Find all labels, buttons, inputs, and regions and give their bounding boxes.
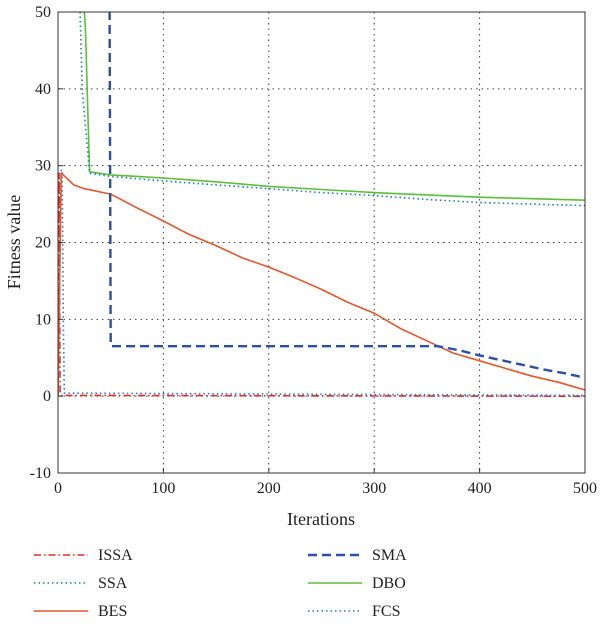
x-tick-label: 100 xyxy=(151,480,175,497)
y-tick-label: -10 xyxy=(30,465,51,482)
legend-item-sma: SMA xyxy=(308,547,407,564)
legend-item-issa: ISSA xyxy=(34,547,133,564)
x-tick-label: 0 xyxy=(54,480,62,497)
x-tick-label: 200 xyxy=(257,480,281,497)
y-tick-label: 30 xyxy=(35,158,51,175)
y-tick-label: 50 xyxy=(35,4,51,21)
legend: ISSA SSA BES SMA DBO FCS xyxy=(34,547,407,620)
legend-label: BES xyxy=(98,603,127,620)
legend-item-ssa: SSA xyxy=(34,575,128,592)
legend-item-bes: BES xyxy=(34,603,127,620)
series-line-sma xyxy=(108,12,585,379)
plot-frame xyxy=(57,11,586,474)
series-line-fcs xyxy=(79,12,585,207)
series-lines xyxy=(58,12,585,398)
legend-item-dbo: DBO xyxy=(308,575,406,592)
series-line-issa xyxy=(58,172,585,398)
legend-label: SMA xyxy=(372,547,407,564)
y-tick-label: 0 xyxy=(43,388,51,405)
x-tick-label: 300 xyxy=(362,480,386,497)
legend-label: FCS xyxy=(372,603,400,620)
legend-label: DBO xyxy=(372,575,406,592)
series-line-dbo xyxy=(83,12,585,201)
legend-label: SSA xyxy=(98,575,128,592)
legend-label: ISSA xyxy=(98,547,133,564)
x-tick-label: 400 xyxy=(468,480,492,497)
x-axis-label: Iterations xyxy=(287,509,355,529)
grid-lines xyxy=(58,12,585,473)
x-tick-label: 500 xyxy=(573,480,597,497)
y-tick-label: 40 xyxy=(35,81,51,98)
y-tick-label: 10 xyxy=(35,311,51,328)
legend-item-fcs: FCS xyxy=(308,603,400,620)
y-axis-label: Fitness value xyxy=(4,195,24,290)
y-tick-label: 20 xyxy=(35,235,51,252)
series-line-bes xyxy=(58,172,585,397)
